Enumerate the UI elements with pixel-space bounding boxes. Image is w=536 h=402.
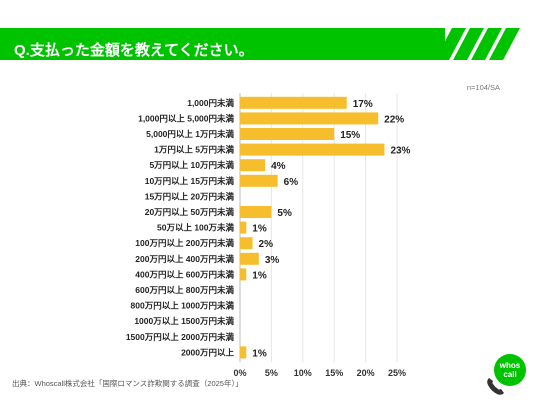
category-label: 50万以上 100万未満 (157, 223, 234, 233)
category-label: 1,000円未満 (187, 98, 234, 108)
banner-background (0, 28, 445, 60)
category-label: 600万円以上 800万円未満 (135, 285, 234, 295)
phone-icon (487, 378, 504, 395)
category-label: 1500万円以上 2000万円未満 (126, 332, 235, 342)
category-label: 5万円以上 10万円未満 (149, 160, 234, 170)
bar (240, 159, 266, 172)
category-label: 1,000円以上 5,000円未満 (138, 113, 234, 123)
page-title: Q.支払った金額を教えてください。 (14, 42, 254, 59)
data-label: 1% (252, 270, 267, 281)
source-footer: 出典：Whoscall株式会社「国際ロマンス詐欺関する調査（2025年）」 (12, 379, 243, 388)
bar (240, 143, 385, 156)
sample-size-note: n=104/SA (466, 83, 500, 92)
data-label: 1% (252, 348, 267, 359)
category-label: 400万円以上 600万円未満 (135, 269, 234, 279)
bar (240, 128, 335, 140)
logo-text-line1: whos (499, 361, 521, 370)
whoscall-logo: whos call (487, 354, 526, 395)
category-label: 100万円以上 200万円未満 (135, 238, 234, 248)
data-label: 23% (390, 146, 410, 157)
bar (240, 221, 247, 234)
category-label: 15万円以上 20万円未満 (145, 191, 235, 201)
banner-stripe (453, 28, 484, 60)
logo-circle (494, 354, 526, 386)
bar (240, 268, 247, 281)
category-label: 10万円以上 15万円未満 (145, 176, 235, 186)
bar (240, 346, 247, 359)
bar (240, 252, 259, 265)
title-banner (0, 28, 520, 60)
x-tick-label: 25% (388, 368, 406, 378)
category-label: 800万円以上 1000万円未満 (131, 301, 235, 311)
data-label: 4% (271, 161, 286, 172)
category-label: 1万円以上 5万円未満 (154, 145, 234, 155)
bar (240, 206, 272, 218)
category-label: 1000万以上 1500万円未満 (134, 316, 234, 326)
x-tick-label: 10% (294, 368, 312, 378)
data-label: 15% (340, 130, 360, 141)
category-label: 200万円以上 400万円未満 (135, 254, 234, 264)
data-label: 6% (284, 177, 299, 188)
x-tick-label: 5% (265, 368, 278, 378)
x-tick-label: 0% (233, 368, 246, 378)
data-label: 2% (259, 239, 274, 250)
data-label: 3% (265, 255, 280, 266)
data-label: 22% (384, 114, 404, 125)
data-label: 17% (353, 99, 373, 110)
bar (240, 174, 278, 187)
logo-text-line2: call (503, 370, 516, 379)
bar (240, 96, 347, 109)
category-label: 2000万円以上 (181, 347, 234, 357)
x-tick-label: 15% (325, 368, 343, 378)
banner-stripe (435, 28, 466, 60)
banner-stripe (471, 28, 502, 60)
x-tick-label: 20% (357, 368, 375, 378)
bar (240, 112, 379, 125)
category-label: 5,000円以上 1万円未満 (146, 129, 234, 139)
data-label: 5% (277, 208, 292, 219)
data-label: 1% (252, 224, 267, 235)
bar (240, 237, 253, 250)
category-label: 20万円以上 50万円未満 (145, 207, 235, 217)
banner-stripe (489, 28, 520, 60)
